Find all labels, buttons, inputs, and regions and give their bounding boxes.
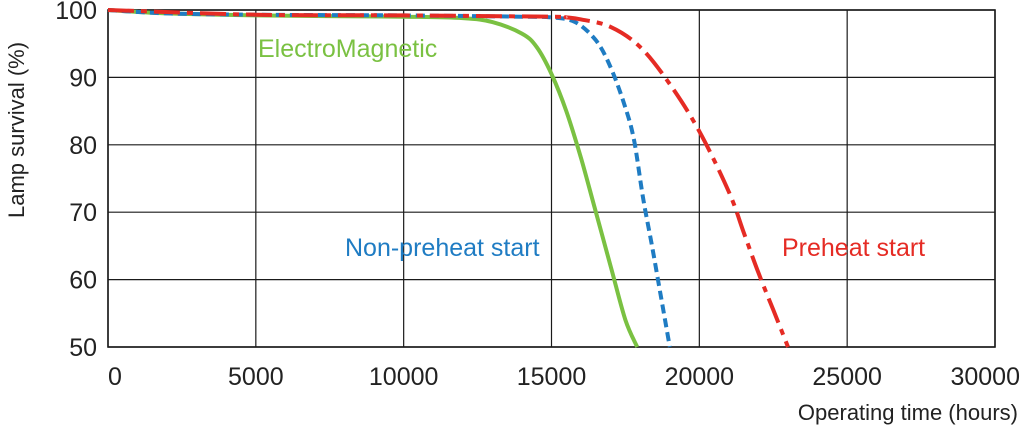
x-tick-label: 5000: [228, 363, 284, 391]
x-tick-label: 20000: [665, 363, 735, 391]
series-label-electromagnetic: ElectroMagnetic: [258, 35, 437, 63]
y-tick-label: 50: [69, 334, 97, 362]
y-tick-label: 100: [55, 0, 97, 25]
y-tick-label: 70: [69, 199, 97, 227]
x-tick-label: 15000: [517, 363, 587, 391]
plot-frame: [107, 9, 996, 348]
y-axis-label: Lamp survival (%): [4, 42, 29, 218]
grid: [107, 9, 996, 348]
x-tick-label: 0: [108, 363, 122, 391]
series-line-1: [107, 8, 672, 348]
x-axis-label: Operating time (hours): [798, 400, 1018, 425]
y-tick-label: 60: [69, 267, 97, 295]
x-tick-label: 25000: [812, 363, 882, 391]
x-tick-label: 10000: [369, 363, 439, 391]
series-label-non-preheat: Non-preheat start: [345, 234, 540, 262]
series-label-preheat: Preheat start: [782, 234, 925, 262]
y-tick-label: 90: [69, 64, 97, 92]
series-group: [107, 8, 790, 348]
y-tick-labels: 50 60 70 80 90 100: [55, 0, 97, 362]
series-line-2: [107, 8, 790, 348]
x-tick-label: 30000: [950, 363, 1020, 391]
x-tick-labels: 0 5000 10000 15000 20000 25000 30000: [108, 363, 1020, 391]
y-tick-label: 80: [69, 132, 97, 160]
